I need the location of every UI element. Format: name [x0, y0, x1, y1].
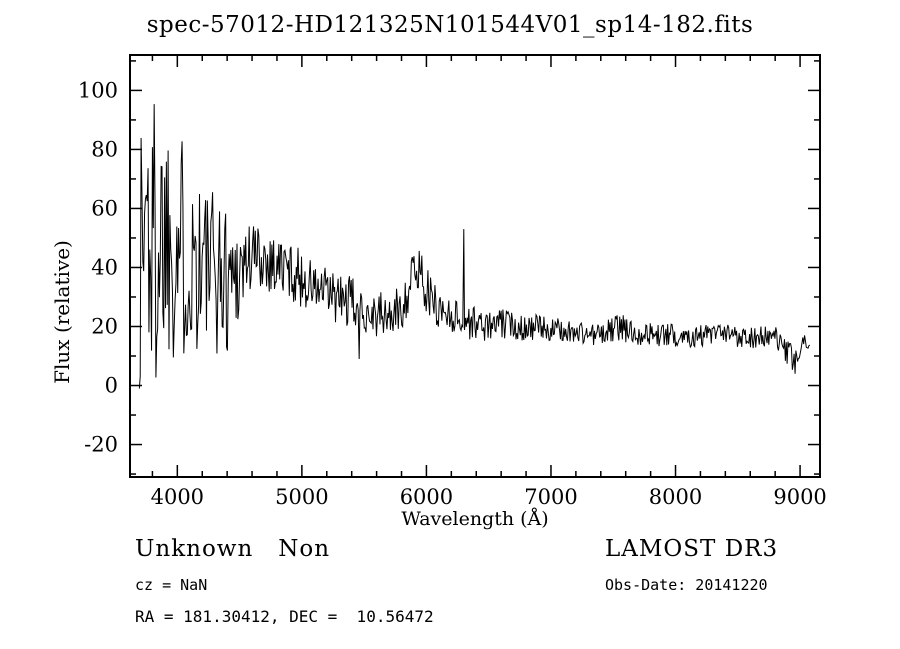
svg-text:5000: 5000	[275, 485, 328, 509]
svg-text:60: 60	[91, 196, 118, 220]
svg-text:9000: 9000	[773, 485, 826, 509]
svg-text:80: 80	[91, 137, 118, 161]
svg-text:8000: 8000	[649, 485, 702, 509]
svg-text:6000: 6000	[400, 485, 453, 509]
cz-value-label: cz = NaN	[135, 576, 208, 594]
svg-text:-20: -20	[84, 433, 118, 457]
page-title: spec-57012-HD121325N101544V01_sp14-182.f…	[146, 12, 754, 38]
obs-date-label: Obs-Date: 20141220	[605, 576, 768, 594]
svg-text:4000: 4000	[151, 485, 204, 509]
svg-text:40: 40	[91, 255, 118, 279]
object-class-label: Unknown Non	[135, 536, 331, 562]
svg-text:20: 20	[91, 314, 118, 338]
x-axis-label: Wavelength (Å)	[401, 508, 549, 530]
y-axis-label: Flux (relative)	[50, 240, 74, 384]
svg-text:0: 0	[105, 374, 118, 398]
svg-text:7000: 7000	[524, 485, 577, 509]
survey-release-label: LAMOST DR3	[605, 536, 779, 562]
ra-dec-label: RA = 181.30412, DEC = 10.56472	[135, 607, 434, 626]
svg-text:100: 100	[78, 78, 118, 102]
